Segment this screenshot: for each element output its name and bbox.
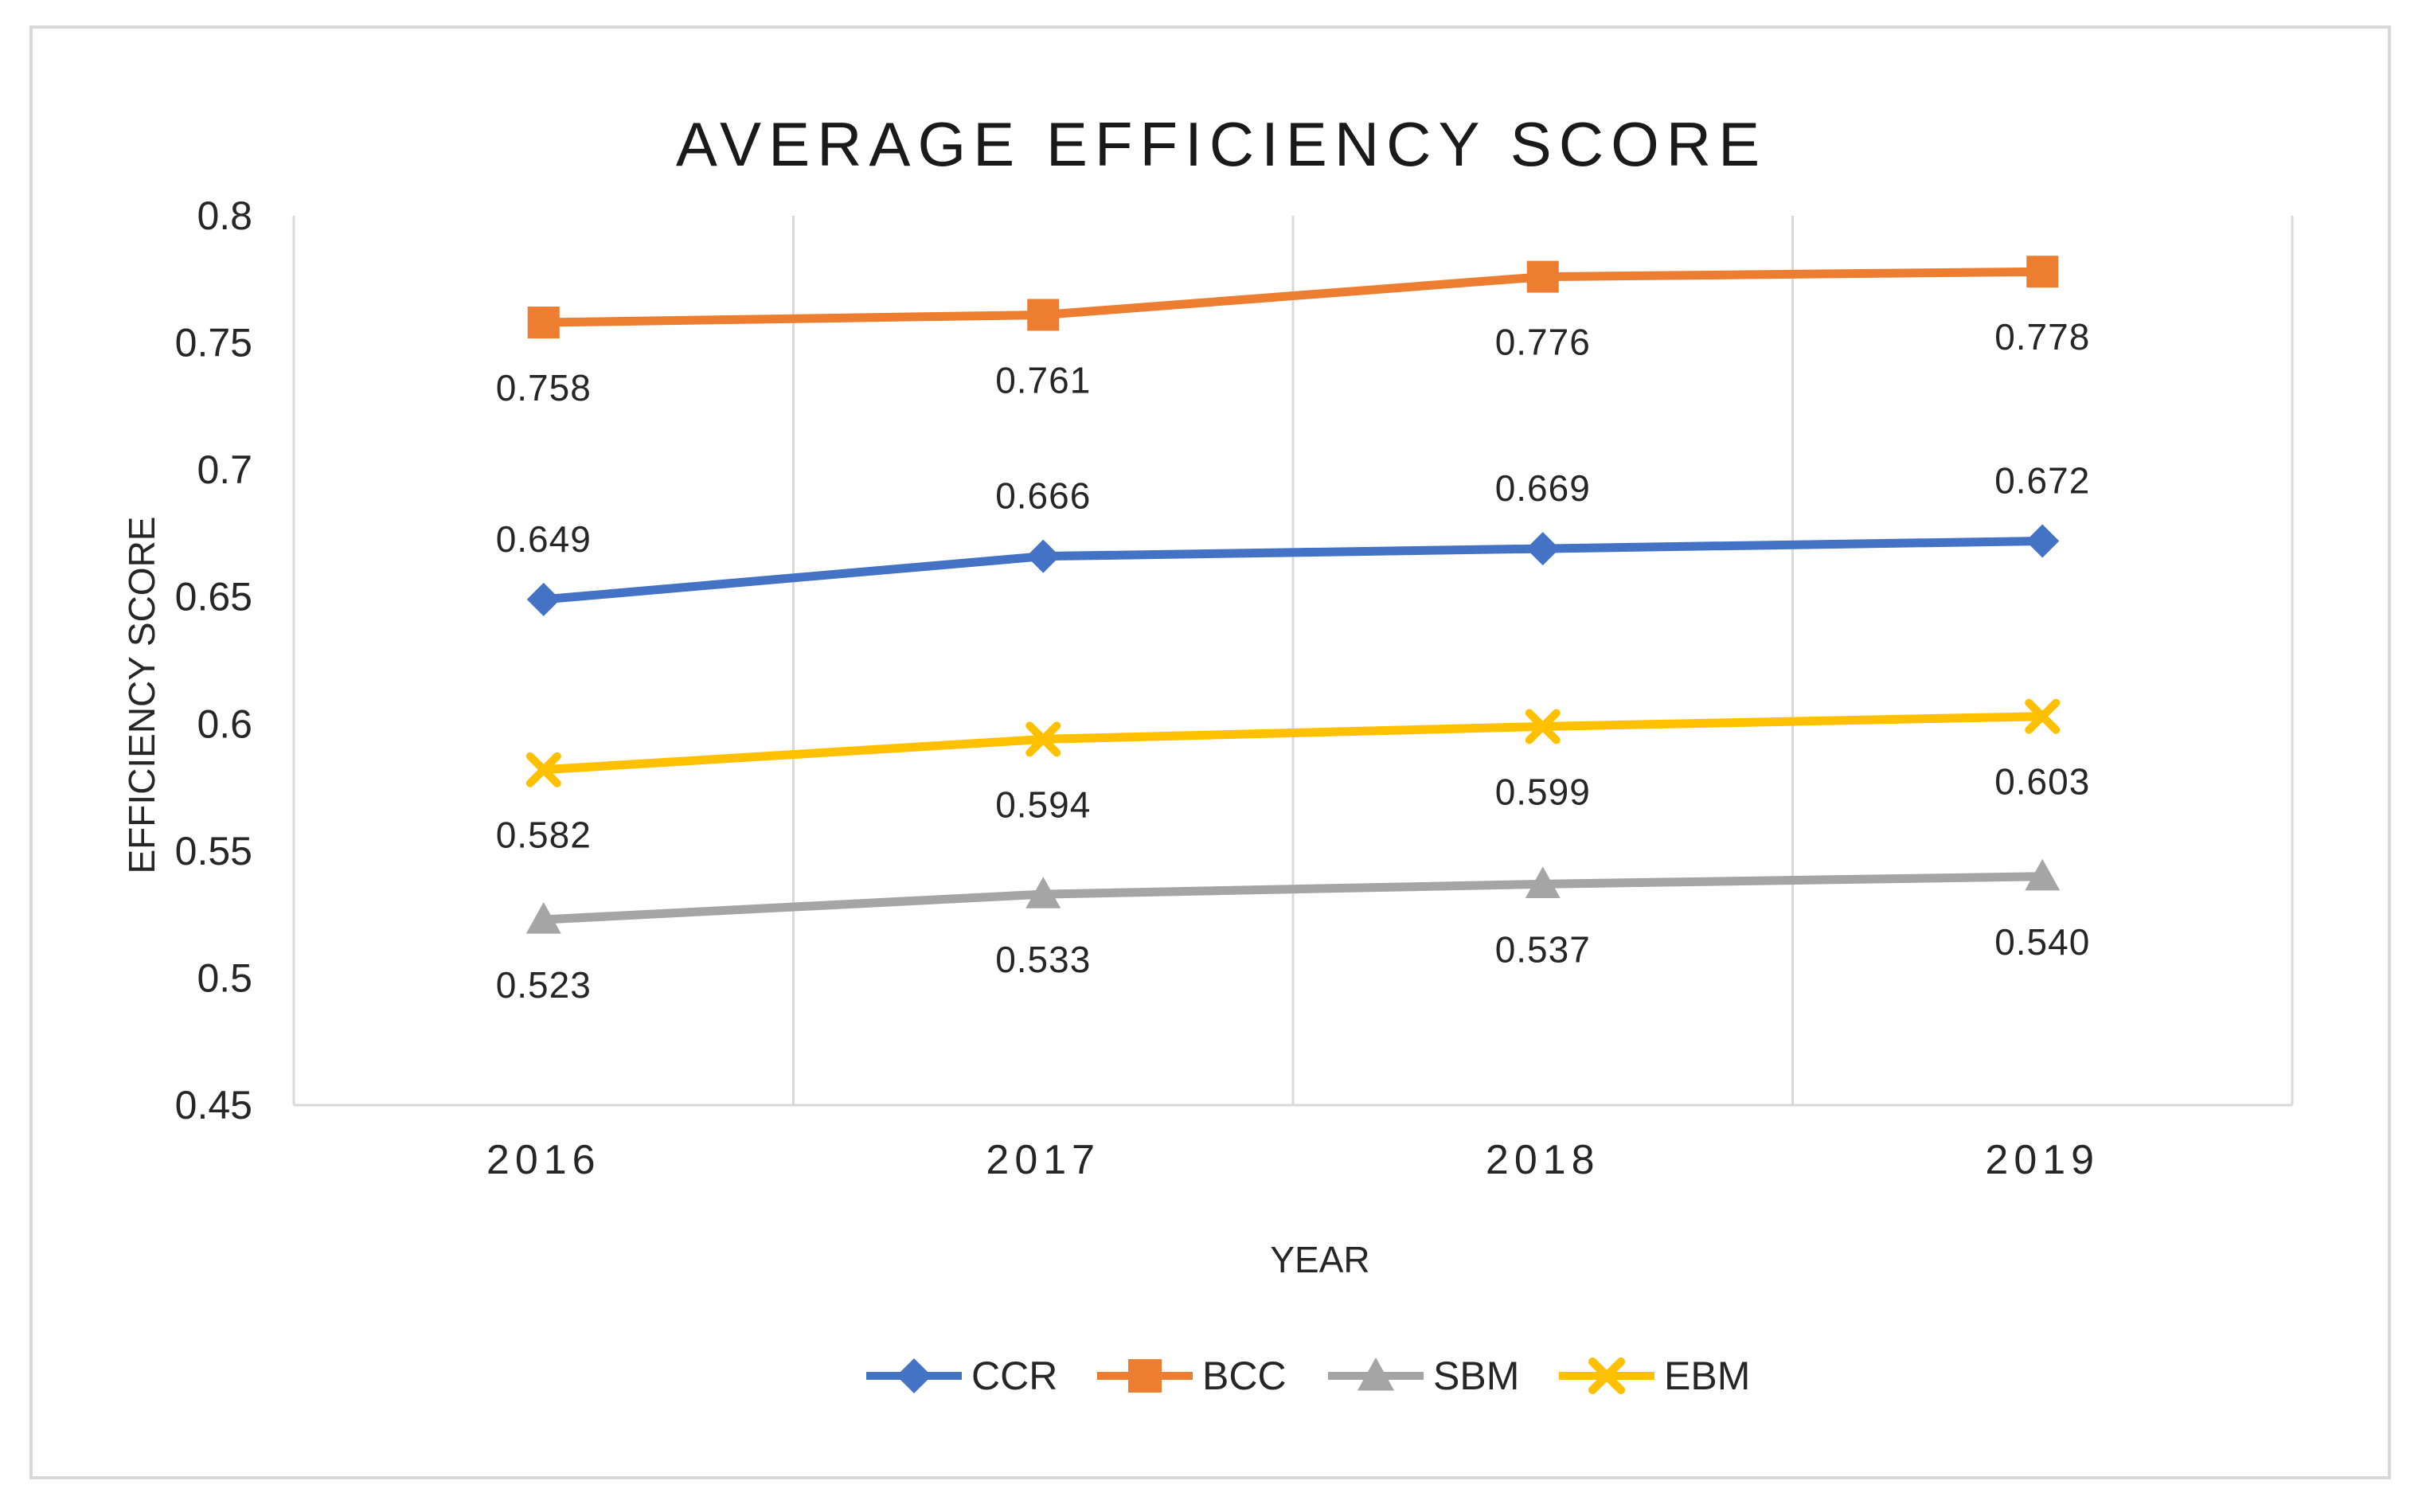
data-label-bcc-2017: 0.761: [995, 359, 1091, 400]
data-label-ebm-2019: 0.603: [1994, 761, 2090, 803]
x-tick-label-2017: 2017: [986, 1137, 1100, 1183]
series-line-ebm: [543, 712, 2043, 775]
marker-ebm-2017: [1025, 721, 1061, 757]
legend-marker-ebm-stroke-b: [1588, 1357, 1626, 1395]
y-axis-ticks: 0.45 0.5 0.55 0.6 0.65 0.7 0.75 0.8: [175, 193, 252, 1127]
legend-label-bcc: BCC: [1202, 1354, 1287, 1398]
x-tick-label-2018: 2018: [1486, 1137, 1600, 1183]
marker-ebm-2016-stroke-b: [525, 752, 561, 787]
y-tick-label: 0.8: [197, 193, 252, 238]
legend-item-ebm: EBM: [1559, 1354, 1750, 1398]
legend-marker-ccr: [896, 1358, 932, 1394]
marker-bcc-2016: [527, 307, 560, 339]
marker-ebm-2016: [525, 752, 561, 787]
marker-sbm-2018: [1525, 866, 1561, 898]
data-label-ebm-2016: 0.582: [496, 815, 592, 856]
gridlines: [292, 216, 2294, 1107]
data-label-sbm-2019: 0.540: [1994, 921, 2090, 963]
data-label-bcc-2016: 0.758: [496, 367, 592, 408]
marker-sbm-2017: [1025, 877, 1061, 908]
marker-bcc-2018: [1526, 260, 1559, 293]
marker-bcc-2019: [2026, 256, 2059, 288]
data-label-sbm-2016: 0.523: [496, 964, 592, 1006]
marker-ebm-2018: [1525, 709, 1561, 744]
y-tick-label: 0.5: [197, 955, 252, 1000]
data-label-bcc-2019: 0.778: [1994, 316, 2090, 357]
data-label-ccr-2018: 0.669: [1495, 467, 1591, 509]
y-tick-label: 0.65: [175, 575, 252, 619]
x-axis-title: YEAR: [1270, 1239, 1369, 1280]
marker-ebm-2019: [2025, 698, 2061, 734]
y-tick-label: 0.75: [175, 321, 252, 365]
y-tick-label: 0.55: [175, 829, 252, 873]
marker-ebm-2017-stroke-b: [1025, 721, 1061, 757]
data-label-ebm-2017: 0.594: [995, 783, 1091, 825]
data-label-ccr-2016: 0.649: [496, 518, 592, 560]
y-tick-label: 0.45: [175, 1083, 252, 1127]
data-label-ebm-2018: 0.599: [1495, 771, 1591, 812]
marker-ccr-2019: [2025, 524, 2060, 558]
data-label-sbm-2017: 0.533: [995, 939, 1091, 980]
data-label-ccr-2019: 0.672: [1994, 460, 2090, 502]
series-line-bcc: [543, 267, 2043, 327]
legend-marker-ebm: [1588, 1357, 1626, 1395]
legend-marker-sbm: [1357, 1357, 1395, 1391]
series-ccr: [526, 524, 2060, 616]
marker-sbm-2016: [525, 902, 561, 934]
legend-item-bcc: BCC: [1097, 1354, 1287, 1398]
x-tick-label-2019: 2019: [1985, 1137, 2100, 1183]
marker-ccr-2018: [1525, 532, 1560, 566]
chart-frame: AVERAGE EFFICIENCY SCORE 0.45 0.5 0.55 0.6 0…: [29, 25, 2391, 1479]
series-ebm: [525, 698, 2061, 787]
line-chart: AVERAGE EFFICIENCY SCORE 0.450.50.550.60…: [121, 109, 2294, 1398]
series-group: [525, 256, 2061, 934]
marker-ccr-2016: [526, 582, 561, 616]
legend-label-ccr: CCR: [971, 1354, 1057, 1398]
series-line-ccr: [543, 537, 2043, 604]
x-tick-label-2016: 2016: [486, 1137, 601, 1183]
series-line-sbm: [543, 872, 2043, 924]
x-axis-ticks: 2016 2017 2018 2019: [486, 1137, 2100, 1183]
y-tick-label: 0.6: [197, 701, 252, 746]
series-bcc: [527, 256, 2059, 339]
data-labels: 0.649 0.666 0.669 0.672 0.758 0.761 0.776 0.778…: [496, 316, 2090, 1006]
legend: CCR BCC SBM EBM: [866, 1354, 1750, 1398]
marker-bcc-2017: [1027, 299, 1060, 331]
marker-sbm-2019: [2025, 858, 2061, 891]
series-sbm: [525, 858, 2061, 934]
y-tick-label: 0.7: [197, 447, 252, 492]
data-label-sbm-2018: 0.537: [1495, 928, 1591, 970]
legend-label-ebm: EBM: [1664, 1354, 1750, 1398]
data-label-ccr-2017: 0.666: [995, 475, 1091, 517]
marker-ebm-2019-stroke-b: [2025, 698, 2061, 734]
legend-marker-bcc: [1128, 1359, 1162, 1393]
marker-ebm-2018-stroke-b: [1525, 709, 1561, 744]
legend-item-ccr: CCR: [866, 1354, 1057, 1398]
legend-label-sbm: SBM: [1433, 1354, 1519, 1398]
legend-item-sbm: SBM: [1328, 1354, 1519, 1398]
chart-title: AVERAGE EFFICIENCY SCORE: [676, 109, 1767, 179]
data-label-bcc-2018: 0.776: [1495, 322, 1591, 363]
y-axis-title: EFFICIENCY SCORE: [121, 517, 162, 874]
marker-ccr-2017: [1026, 539, 1061, 573]
